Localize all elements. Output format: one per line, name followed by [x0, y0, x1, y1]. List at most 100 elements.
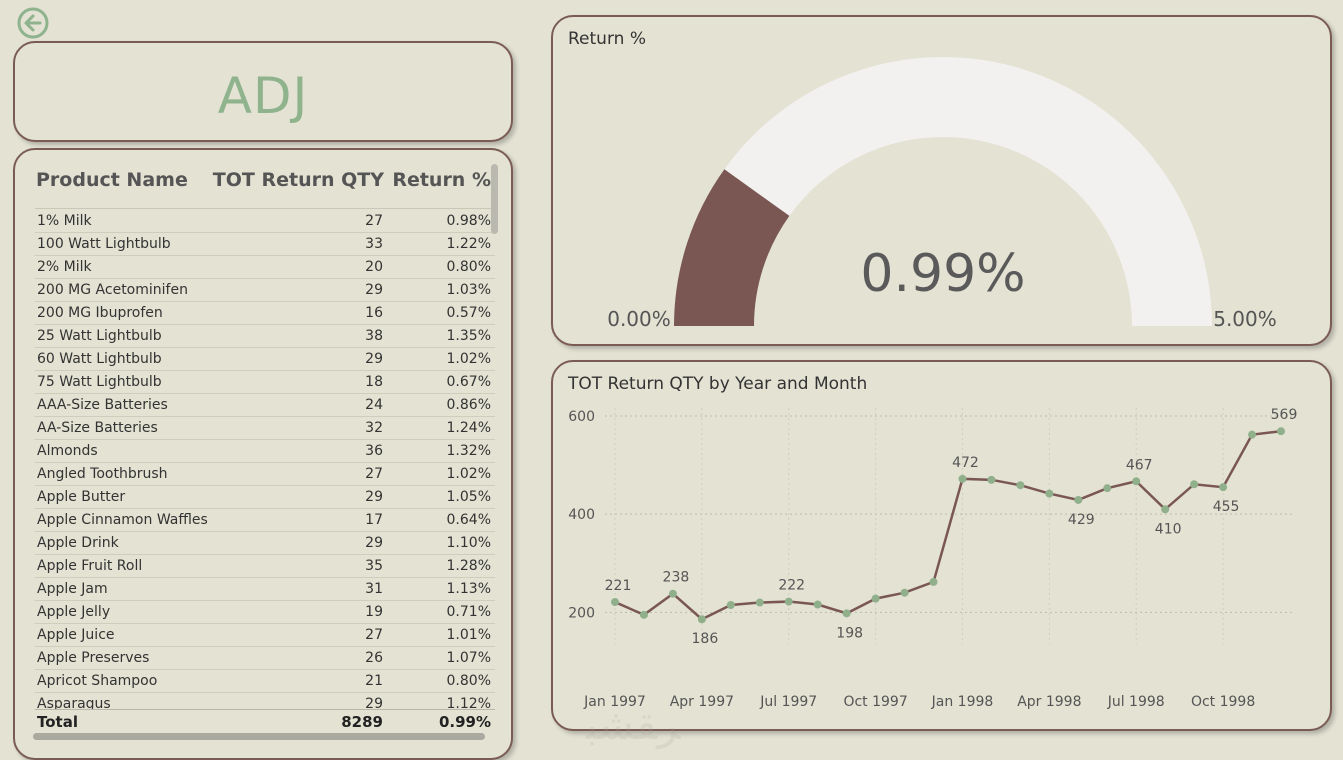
cell-name: Apple Butter — [37, 489, 126, 505]
cell-qty: 33 — [365, 236, 383, 252]
cell-qty: 20 — [365, 259, 383, 275]
y-tick-label: 200 — [568, 605, 595, 621]
cell-qty: 35 — [365, 558, 383, 574]
gauge-max-label: 5.00% — [1213, 307, 1277, 331]
back-arrow-icon[interactable] — [16, 6, 50, 40]
table-row[interactable]: 200 MG Acetominifen 29 1.03% — [35, 279, 495, 302]
table-row[interactable]: 2% Milk 20 0.80% — [35, 256, 495, 279]
table-row[interactable]: Apple Jelly 19 0.71% — [35, 601, 495, 624]
cell-qty: 18 — [365, 374, 383, 390]
data-label: 186 — [692, 631, 719, 647]
cell-name: Asparagus — [37, 696, 111, 710]
cell-name: AAA-Size Batteries — [37, 397, 168, 413]
cell-qty: 17 — [365, 512, 383, 528]
table-row[interactable]: Asparagus 29 1.12% — [35, 693, 495, 710]
table-row[interactable]: 75 Watt Lightbulb 18 0.67% — [35, 371, 495, 394]
data-point — [1161, 505, 1170, 514]
table-row[interactable]: 200 MG Ibuprofen 16 0.57% — [35, 302, 495, 325]
table-total-row: Total 8289 0.99% — [35, 709, 495, 734]
gauge-title: Return % — [568, 29, 646, 49]
data-label: 198 — [836, 625, 863, 641]
data-label: 467 — [1126, 457, 1153, 473]
gauge-fill — [674, 169, 790, 326]
horizontal-scrollbar[interactable] — [33, 733, 485, 740]
table-row[interactable]: Apple Jam 31 1.13% — [35, 578, 495, 601]
x-tick-label: Jan 1998 — [931, 694, 994, 710]
cell-pct: 1.32% — [446, 443, 491, 459]
cell-name: 200 MG Acetominifen — [37, 282, 188, 298]
line-chart: 200 400 600 Jan 1997 Apr 1997 Jul 1997 Oct 199… — [568, 407, 1298, 710]
table-row[interactable]: Apple Cinnamon Waffles 17 0.64% — [35, 509, 495, 532]
x-tick-label: Jul 1998 — [1107, 694, 1165, 710]
data-point — [1219, 483, 1228, 492]
table-row[interactable]: Apricot Shampoo 21 0.80% — [35, 670, 495, 693]
cell-name: 200 MG Ibuprofen — [37, 305, 163, 321]
table-row[interactable]: Apple Preserves 26 1.07% — [35, 647, 495, 670]
data-point — [784, 597, 793, 606]
table-row[interactable]: Apple Fruit Roll 35 1.28% — [35, 555, 495, 578]
cell-name: 100 Watt Lightbulb — [37, 236, 171, 252]
cell-qty: 16 — [365, 305, 383, 321]
table-row[interactable]: AAA-Size Batteries 24 0.86% — [35, 394, 495, 417]
cell-name: Apple Preserves — [37, 650, 150, 666]
table-row[interactable]: 100 Watt Lightbulb 33 1.22% — [35, 233, 495, 256]
data-point — [1277, 427, 1285, 436]
cell-name: Apple Jam — [37, 581, 108, 597]
data-point — [697, 615, 706, 624]
product-table: Product Name TOT Return QTY Return % 1% … — [13, 148, 513, 760]
cell-qty: 38 — [365, 328, 383, 344]
cell-pct: 1.35% — [446, 328, 491, 344]
cell-name: 1% Milk — [37, 213, 92, 229]
table-row[interactable]: Apple Juice 27 1.01% — [35, 624, 495, 647]
table-row[interactable]: 25 Watt Lightbulb 38 1.35% — [35, 325, 495, 348]
cell-name: Almonds — [37, 443, 98, 459]
cell-name: Apple Fruit Roll — [37, 558, 143, 574]
table-row[interactable]: Almonds 36 1.32% — [35, 440, 495, 463]
cell-pct: 1.05% — [446, 489, 491, 505]
cell-name: Apple Juice — [37, 627, 115, 643]
column-header-product-name[interactable]: Product Name — [36, 169, 188, 191]
table-row[interactable]: 1% Milk 27 0.98% — [35, 210, 495, 233]
cell-pct: 1.03% — [446, 282, 491, 298]
data-label: 221 — [605, 578, 632, 594]
table-header: Product Name TOT Return QTY Return % — [35, 168, 495, 209]
total-qty: 8289 — [341, 713, 383, 731]
table-row[interactable]: Apple Drink 29 1.10% — [35, 532, 495, 555]
total-pct: 0.99% — [438, 713, 491, 731]
cell-qty: 21 — [365, 673, 383, 689]
x-tick-label: Apr 1997 — [670, 694, 734, 710]
table-row[interactable]: Angled Toothbrush 27 1.02% — [35, 463, 495, 486]
series-line — [614, 429, 1282, 621]
vertical-scrollbar[interactable] — [491, 164, 498, 234]
cell-qty: 19 — [365, 604, 383, 620]
cell-name: Apple Drink — [37, 535, 119, 551]
data-point — [958, 474, 967, 483]
data-point — [726, 601, 735, 609]
x-tick-label: Oct 1998 — [1191, 694, 1255, 710]
cell-pct: 1.02% — [446, 351, 491, 367]
data-label: 455 — [1213, 499, 1240, 515]
cell-pct: 1.10% — [446, 535, 491, 551]
cell-pct: 0.64% — [446, 512, 491, 528]
cell-name: 75 Watt Lightbulb — [37, 374, 162, 390]
cell-pct: 1.02% — [446, 466, 491, 482]
cell-qty: 36 — [365, 443, 383, 459]
data-label: 238 — [663, 570, 690, 586]
cell-name: AA-Size Batteries — [37, 420, 158, 436]
kpi-card: ADJ — [13, 41, 513, 142]
cell-name: Angled Toothbrush — [37, 466, 168, 482]
cell-qty: 27 — [365, 213, 383, 229]
cell-pct: 0.57% — [446, 305, 491, 321]
data-point — [755, 598, 764, 607]
table-body: 1% Milk 27 0.98% 100 Watt Lightbulb 33 1.22% 2… — [35, 210, 495, 710]
column-header-return-pct[interactable]: Return % — [392, 169, 491, 191]
table-row[interactable]: AA-Size Batteries 32 1.24% — [35, 417, 495, 440]
cell-qty: 24 — [365, 397, 383, 413]
column-header-return-qty[interactable]: TOT Return QTY — [212, 169, 384, 191]
data-point — [987, 475, 996, 484]
x-tick-label: Jul 1997 — [759, 694, 817, 710]
data-label: 569 — [1271, 407, 1298, 423]
table-row[interactable]: 60 Watt Lightbulb 29 1.02% — [35, 348, 495, 371]
gauge-card: Return % 0.99% 0.00% 5.00% — [551, 15, 1332, 346]
table-row[interactable]: Apple Butter 29 1.05% — [35, 486, 495, 509]
